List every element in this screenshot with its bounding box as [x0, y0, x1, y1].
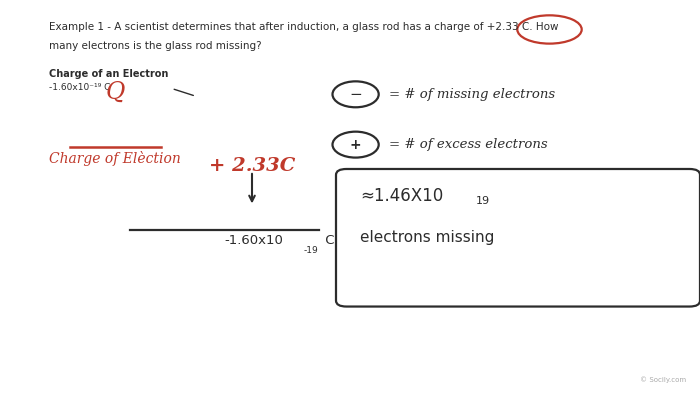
Text: = # of excess electrons: = # of excess electrons	[389, 138, 547, 151]
Text: © Socily.com: © Socily.com	[640, 376, 686, 383]
Text: Example 1 - A scientist determines that after induction, a glass rod has a charg: Example 1 - A scientist determines that …	[49, 22, 559, 31]
Text: -1.60x10: -1.60x10	[224, 234, 283, 247]
Text: = # of missing electrons: = # of missing electrons	[389, 88, 554, 101]
Text: C: C	[321, 234, 334, 247]
Text: electrons missing: electrons missing	[360, 230, 495, 245]
Text: Q: Q	[106, 81, 125, 104]
Text: 19: 19	[476, 196, 490, 206]
Text: + 2.33C: + 2.33C	[209, 157, 295, 175]
Text: +: +	[350, 138, 361, 152]
Circle shape	[332, 81, 379, 107]
FancyBboxPatch shape	[336, 169, 700, 307]
Circle shape	[332, 132, 379, 158]
Text: -19: -19	[304, 246, 318, 255]
Text: =: =	[332, 204, 351, 224]
Text: −: −	[349, 87, 362, 102]
Text: ≈1.46X10: ≈1.46X10	[360, 187, 444, 205]
Text: Charge of an Electron: Charge of an Electron	[49, 69, 169, 79]
Text: many electrons is the glass rod missing?: many electrons is the glass rod missing?	[49, 41, 262, 51]
Text: Charge of Elèction: Charge of Elèction	[49, 151, 181, 166]
Text: -1.60x10⁻¹⁹ C: -1.60x10⁻¹⁹ C	[49, 83, 111, 92]
